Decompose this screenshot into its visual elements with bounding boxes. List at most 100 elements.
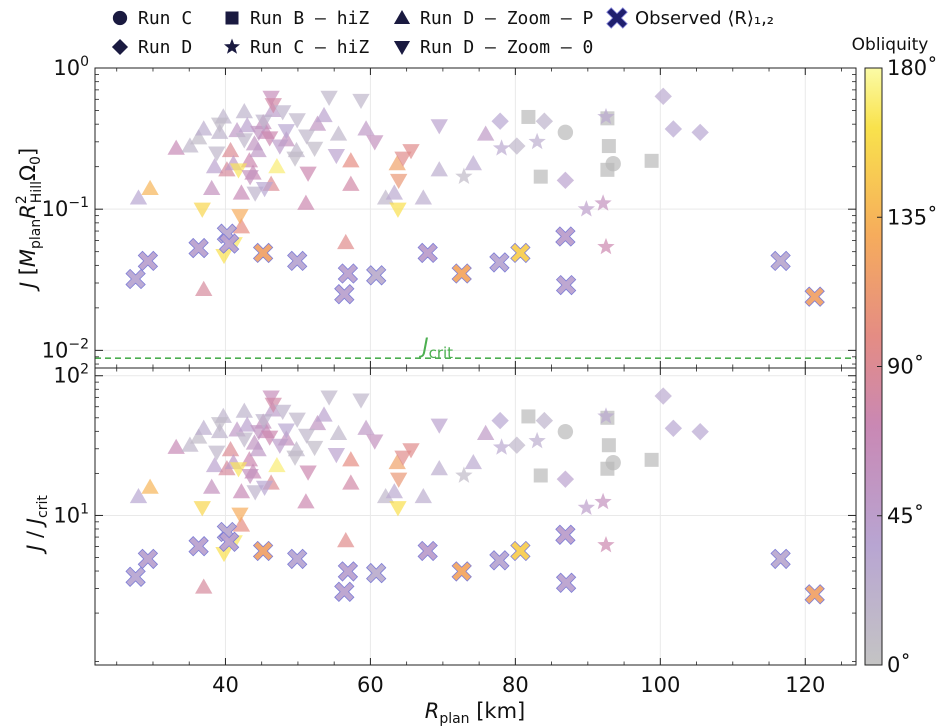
data-point-square	[644, 452, 659, 467]
data-point-triangle-down	[286, 151, 304, 167]
data-point-triangle-down	[241, 170, 259, 186]
data-point-triangle-down	[288, 113, 306, 129]
bottom-points	[125, 387, 825, 605]
data-point-x-thick	[451, 263, 472, 284]
data-point-star	[577, 200, 595, 217]
data-point-square	[601, 438, 616, 453]
data-point-triangle-up	[329, 424, 348, 440]
data-point-star	[597, 107, 615, 125]
data-point-x-thick	[417, 540, 438, 562]
data-point-diamond	[664, 120, 683, 138]
data-point-triangle-up	[129, 487, 148, 504]
data-point-square	[533, 468, 548, 483]
x-axis: 40 60 80 100 120	[212, 673, 825, 697]
x-tick-label: 80	[502, 673, 529, 697]
data-point-triangle-down	[246, 186, 264, 202]
colorbar-tick-label: 135˚	[887, 205, 938, 229]
y-tick-label: 101	[53, 501, 89, 527]
data-point-diamond	[535, 411, 554, 430]
bottom-ylabel: J / Jcrit	[23, 495, 51, 555]
data-point-x-thick	[770, 548, 791, 570]
legend-label: Run C	[138, 8, 192, 29]
legend-marker-x-thick	[606, 7, 628, 29]
data-point-triangle-up	[195, 280, 213, 296]
data-point-diamond	[508, 436, 526, 454]
data-point-triangle-up	[388, 453, 406, 470]
data-point-triangle-up	[203, 179, 221, 196]
data-point-triangle-up	[238, 416, 256, 432]
data-point-triangle-down	[235, 133, 253, 149]
data-point-diamond	[491, 112, 509, 130]
data-point-triangle-up	[376, 189, 395, 205]
data-point-star	[455, 466, 473, 483]
data-point-triangle-up	[181, 137, 199, 153]
legend-label: Run D	[138, 37, 192, 58]
data-point-triangle-down	[235, 432, 253, 448]
colorbar-tick-label: 45˚	[887, 504, 924, 528]
data-point-triangle-down	[352, 93, 370, 110]
bottom-y-axis: 102 101	[53, 362, 856, 665]
data-point-triangle-up	[249, 141, 267, 158]
data-point-triangle-down	[394, 450, 412, 466]
data-point-star	[597, 237, 615, 255]
data-point-triangle-down	[305, 440, 324, 457]
data-point-triangle-up	[232, 483, 251, 499]
legend-marker-diamond	[111, 38, 129, 56]
data-point-triangle-up	[232, 218, 251, 234]
data-point-diamond	[691, 123, 709, 142]
data-point-triangle-up	[141, 179, 159, 196]
data-point-triangle-down	[229, 163, 248, 179]
data-point-x-thick	[804, 286, 825, 307]
data-point-triangle-up	[342, 451, 360, 467]
data-point-square	[521, 109, 536, 124]
data-point-triangle-up	[195, 578, 213, 594]
data-point-triangle-down	[210, 117, 229, 133]
data-point-triangle-down	[352, 393, 370, 409]
data-point-triangle-up	[476, 125, 495, 141]
data-point-star	[528, 132, 546, 150]
panel-bottom: 102 101 J / Jcrit	[23, 362, 857, 666]
data-point-triangle-up	[232, 184, 251, 200]
top-ylabel: J [MplanR2HillΩ0]	[14, 148, 45, 292]
data-point-x-thick	[218, 233, 240, 254]
data-point-diamond	[654, 387, 672, 405]
data-point-triangle-up	[268, 158, 286, 174]
data-point-x-thick	[287, 548, 308, 570]
data-point-triangle-down	[255, 114, 273, 130]
legend: Run C Run B – hiZ Run D – Zoom – P Observed…	[111, 7, 774, 58]
data-point-triangle-down	[305, 141, 324, 157]
data-point-triangle-down	[231, 507, 249, 523]
data-point-star	[597, 407, 615, 424]
data-point-triangle-up	[430, 460, 448, 476]
data-point-star	[594, 492, 612, 510]
data-point-star	[594, 194, 612, 211]
x-axis-label: Rplan [km]	[425, 699, 526, 727]
data-point-square	[521, 409, 536, 424]
data-point-triangle-down	[229, 462, 248, 478]
data-point-triangle-up	[464, 155, 483, 171]
data-point-x-thick	[489, 252, 510, 273]
data-point-star	[492, 438, 511, 455]
top-y-axis: 100 10−1 10−2	[42, 54, 856, 368]
data-point-triangle-down	[402, 443, 420, 459]
data-point-diamond	[556, 171, 575, 190]
data-point-circle	[557, 423, 574, 440]
data-point-x-thick	[188, 536, 209, 557]
data-point-x-thick	[451, 561, 472, 582]
data-point-triangle-down	[277, 423, 296, 439]
x-tick-label: 120	[785, 673, 825, 697]
data-point-triangle-up	[315, 406, 333, 422]
legend-label: Run D – Zoom – 0	[420, 37, 593, 58]
data-point-triangle-down	[277, 124, 296, 140]
data-point-triangle-up	[385, 184, 404, 200]
data-point-triangle-up	[249, 441, 267, 457]
data-point-x-thick	[555, 274, 577, 296]
data-point-triangle-up	[414, 189, 432, 205]
data-point-triangle-down	[250, 125, 268, 142]
data-point-triangle-up	[221, 441, 240, 457]
data-point-x-thick	[555, 572, 577, 593]
data-point-triangle-up	[430, 161, 448, 177]
data-point-circle	[557, 124, 574, 141]
data-point-triangle-up	[342, 152, 360, 168]
